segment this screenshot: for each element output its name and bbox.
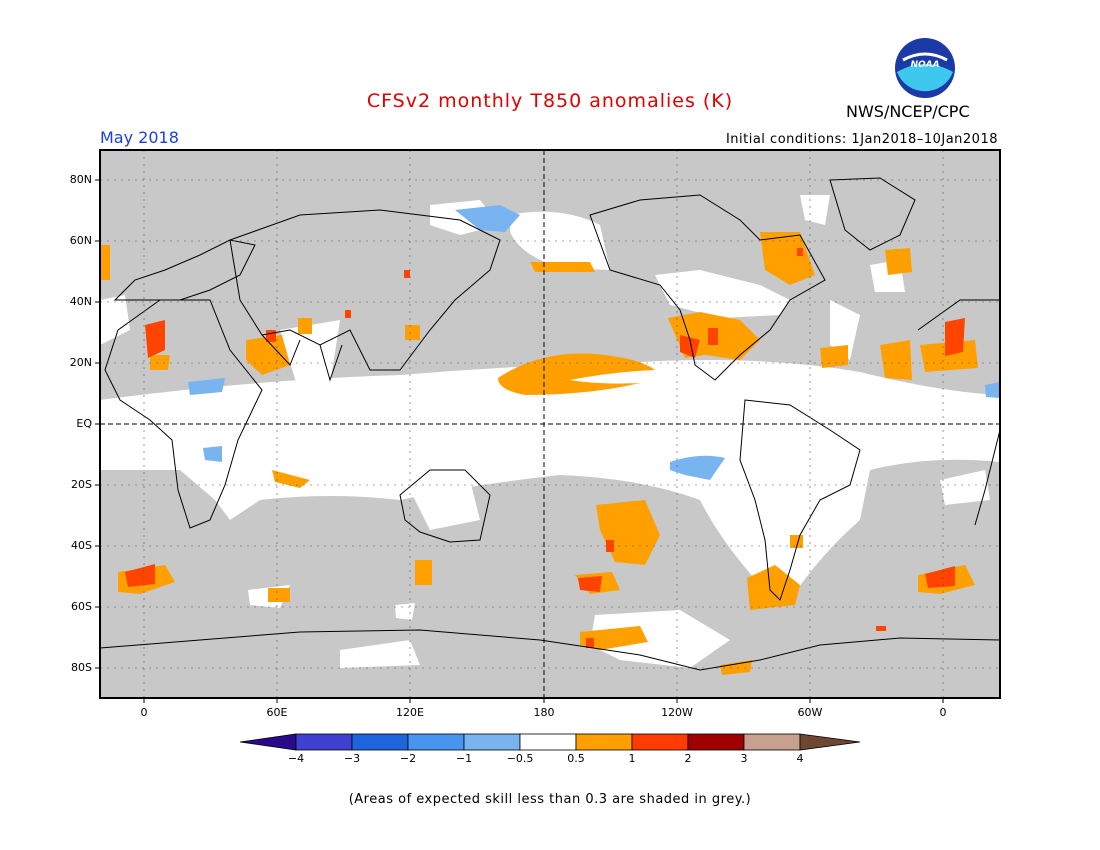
colorbar-label: −3 xyxy=(343,752,361,765)
colorbar-bin xyxy=(519,733,577,751)
colorbar-label: −2 xyxy=(399,752,417,765)
lat-label: EQ xyxy=(76,417,92,430)
colorbar-bin xyxy=(631,733,689,751)
map-field xyxy=(100,150,1000,698)
colorbar-label: −4 xyxy=(287,752,305,765)
lon-label: 0 xyxy=(140,706,148,719)
lon-label: 0 xyxy=(939,706,947,719)
colorbar-label: 4 xyxy=(796,752,804,765)
colorbar-label: 0.5 xyxy=(567,752,585,765)
colorbar-label: −1 xyxy=(455,752,473,765)
agency-label: NWS/NCEP/CPC xyxy=(846,102,970,121)
lon-label: 180 xyxy=(533,706,555,719)
logo-text: NOAA xyxy=(910,60,939,70)
skill-footnote: (Areas of expected skill less than 0.3 a… xyxy=(348,792,752,807)
lat-label: 20N xyxy=(69,356,92,369)
colorbar-bin xyxy=(575,733,633,751)
warm-anomaly-regions xyxy=(100,232,978,675)
lat-label: 20S xyxy=(71,478,92,491)
lat-label: 80S xyxy=(71,661,92,674)
cold-anomaly-regions xyxy=(188,205,1000,480)
colorbar-bin xyxy=(351,733,409,751)
colorbar-bin xyxy=(799,733,861,751)
strong-warm-regions xyxy=(125,248,965,648)
lat-label: 60N xyxy=(69,234,92,247)
forecast-period: May 2018 xyxy=(100,128,179,147)
colorbar-bin xyxy=(463,733,521,751)
colorbar-bin xyxy=(295,733,353,751)
lat-label: 60S xyxy=(71,600,92,613)
initial-conditions: Initial conditions: 1Jan2018–10Jan2018 xyxy=(725,132,998,147)
equator-dateline xyxy=(100,150,1000,698)
lon-label: 60W xyxy=(797,706,823,719)
coastlines xyxy=(100,177,1000,671)
colorbar xyxy=(239,733,861,751)
colorbar-label: 1 xyxy=(628,752,636,765)
colorbar-bin xyxy=(743,733,801,751)
neutral-regions xyxy=(100,195,1000,668)
lon-label: 120W xyxy=(661,706,693,719)
lon-label: 60E xyxy=(266,706,288,719)
lat-label: 40N xyxy=(69,295,92,308)
colorbar-label: −0.5 xyxy=(506,752,534,765)
noaa-logo: NOAA xyxy=(895,38,955,98)
colorbar-label: 3 xyxy=(740,752,748,765)
lat-lon-grid xyxy=(100,150,1000,698)
colorbar-bin xyxy=(239,733,297,751)
lat-label: 80N xyxy=(69,173,92,186)
colorbar-bin xyxy=(687,733,745,751)
lat-label: 40S xyxy=(71,539,92,552)
lon-label: 120E xyxy=(396,706,424,719)
colorbar-bin xyxy=(407,733,465,751)
colorbar-label: 2 xyxy=(684,752,692,765)
chart-title: CFSv2 monthly T850 anomalies (K) xyxy=(366,90,734,112)
axis-ticks xyxy=(95,179,944,703)
